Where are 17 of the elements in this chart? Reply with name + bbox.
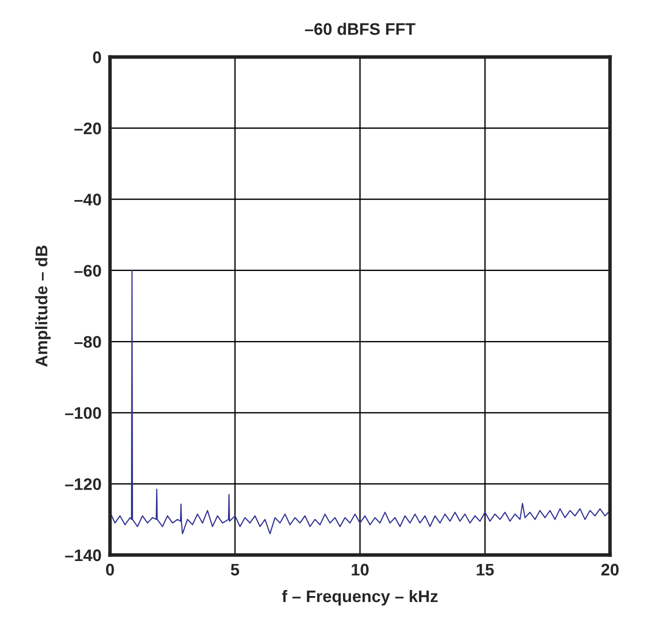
- line-series: [110, 270, 610, 534]
- y-tick-label: –40: [74, 194, 101, 206]
- chart-title: –60 dBFS FFT: [304, 22, 416, 35]
- y-tick-label: –20: [74, 122, 101, 134]
- x-axis-title: f – Frequency – kHz: [282, 590, 438, 606]
- x-tick-label: 20: [601, 564, 619, 576]
- x-tick-label: 0: [106, 564, 114, 576]
- y-tick-label: –100: [65, 407, 101, 419]
- y-tick-label: –120: [65, 478, 101, 490]
- x-tick-label: 15: [476, 564, 494, 576]
- y-tick-label: –140: [65, 549, 101, 562]
- y-axis-title: Amplitude – dB: [35, 246, 51, 367]
- x-tick-label: 10: [352, 564, 369, 576]
- y-tick-label: –60: [74, 264, 101, 277]
- y-tick-label: –80: [74, 336, 101, 348]
- y-tick-label: 0: [93, 51, 101, 64]
- x-tick-label: 5: [230, 564, 240, 576]
